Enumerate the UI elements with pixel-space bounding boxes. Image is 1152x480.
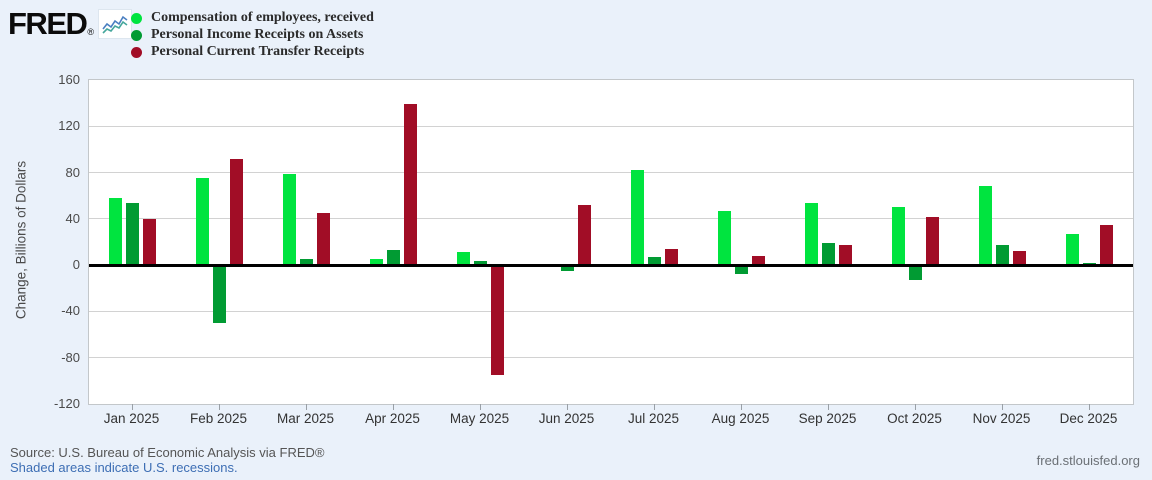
y-tick-label: -80 [61, 349, 80, 365]
legend-item[interactable]: Personal Income Receipts on Assets [131, 28, 374, 42]
bar [805, 202, 818, 266]
bar [213, 265, 226, 323]
bar [1083, 262, 1096, 266]
x-tick [305, 404, 307, 410]
x-tick-label: Jun 2025 [538, 411, 595, 426]
x-tick-label: Aug 2025 [711, 411, 770, 426]
bar [143, 218, 156, 266]
legend-item[interactable]: Personal Current Transfer Receipts [131, 45, 374, 59]
bar [665, 248, 678, 266]
gridline [89, 218, 1133, 220]
legend-dot-icon [131, 46, 142, 58]
x-tick [827, 404, 829, 410]
legend-label: Compensation of employees, received [151, 10, 374, 25]
bar [561, 265, 574, 271]
y-tick-label: 40 [65, 210, 80, 226]
gridline [89, 310, 1133, 312]
gridline [89, 172, 1133, 174]
x-tick [131, 404, 133, 410]
registered-mark: ® [87, 27, 95, 37]
x-tick-label: Feb 2025 [189, 411, 248, 426]
y-tick-label: -120 [53, 396, 80, 411]
bar [1013, 251, 1026, 266]
bar [457, 252, 470, 266]
legend-item[interactable]: Compensation of employees, received [131, 11, 374, 25]
plot-area [88, 79, 1134, 405]
bar [909, 265, 922, 281]
bar [300, 259, 313, 266]
bar [752, 255, 765, 266]
gridline [89, 125, 1133, 127]
legend-dot-icon [131, 29, 142, 41]
bar [1100, 224, 1113, 266]
x-tick [1088, 404, 1090, 410]
bar [631, 170, 644, 266]
y-axis-title: Change, Billions of Dollars [13, 160, 29, 320]
bar [404, 104, 417, 266]
fred-site-link[interactable]: fred.stlouisfed.org [1036, 453, 1140, 468]
bar [996, 245, 1009, 266]
source-text: Source: U.S. Bureau of Economic Analysis… [10, 445, 325, 460]
bar [926, 216, 939, 266]
x-tick-label: Nov 2025 [972, 411, 1031, 426]
bar [1066, 233, 1079, 266]
bar [126, 202, 139, 266]
bar [892, 207, 905, 266]
x-tick [392, 404, 394, 410]
y-tick-label: -40 [61, 303, 80, 319]
bar [491, 265, 504, 376]
bar [283, 173, 296, 266]
x-tick [479, 404, 481, 410]
x-tick-label: Apr 2025 [365, 411, 420, 426]
recessions-link[interactable]: Shaded areas indicate U.S. recessions. [10, 460, 238, 475]
gridline [89, 357, 1133, 359]
fred-sparkline-icon [98, 8, 133, 39]
bar [578, 204, 591, 266]
x-tick [1001, 404, 1003, 410]
bar [196, 178, 209, 266]
x-tick-label: May 2025 [449, 411, 510, 426]
bar [317, 213, 330, 266]
x-tick-label: Jan 2025 [103, 411, 160, 426]
bar [648, 257, 661, 266]
zero-line [89, 264, 1133, 268]
chart-legend: Compensation of employees, received Perso… [131, 11, 374, 62]
fred-logo[interactable]: FRED ® [8, 6, 133, 41]
y-tick-label: 120 [58, 118, 80, 134]
legend-dot-icon [131, 12, 142, 24]
fred-logo-text: FRED [8, 6, 88, 41]
legend-label: Personal Current Transfer Receipts [151, 44, 365, 59]
bar [718, 210, 731, 266]
x-tick [218, 404, 220, 410]
y-tick-label: 0 [72, 257, 80, 273]
x-tick [653, 404, 655, 410]
bar [474, 260, 487, 266]
y-tick-label: 160 [58, 72, 80, 87]
bar [979, 186, 992, 266]
y-tick-label: 80 [65, 164, 80, 180]
bar [230, 158, 243, 266]
x-tick-label: Mar 2025 [276, 411, 335, 426]
bar [735, 265, 748, 275]
bar [822, 243, 835, 266]
x-tick-label: Jul 2025 [627, 411, 680, 426]
legend-label: Personal Income Receipts on Assets [151, 27, 364, 42]
x-tick-label: Oct 2025 [887, 411, 942, 426]
bar [370, 259, 383, 266]
x-tick [740, 404, 742, 410]
x-tick [566, 404, 568, 410]
bar [109, 198, 122, 266]
x-tick-label: Dec 2025 [1059, 411, 1118, 426]
x-tick-label: Sep 2025 [798, 411, 857, 426]
bar [839, 245, 852, 266]
bar [387, 250, 400, 266]
x-tick [914, 404, 916, 410]
